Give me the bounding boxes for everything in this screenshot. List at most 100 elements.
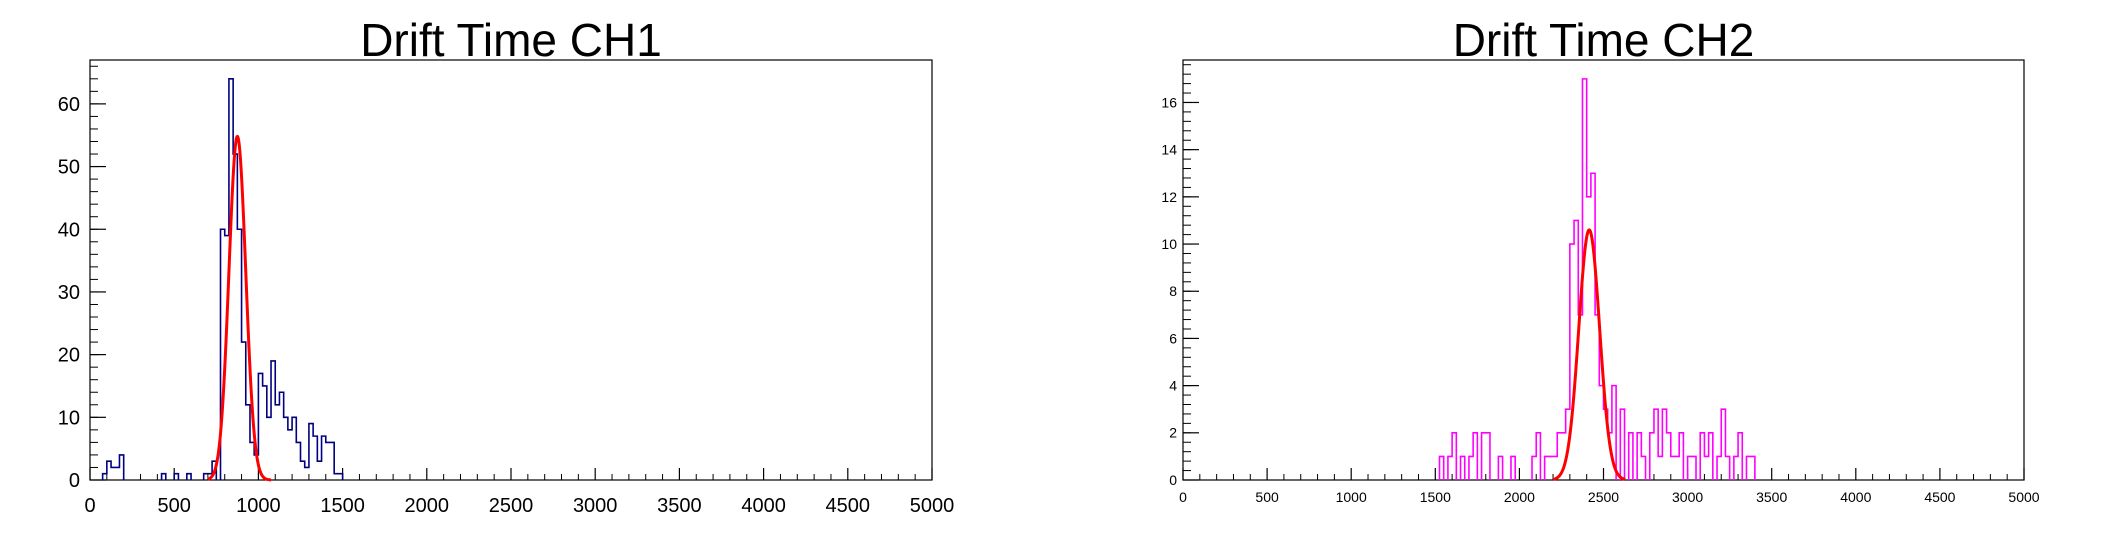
drift-time-ch2-bin [1595, 315, 1599, 480]
drift-time-ch2-bin [1498, 456, 1502, 480]
drift-time-ch1-bin [174, 474, 178, 480]
drift-time-ch2-bin [1469, 456, 1473, 480]
drift-time-ch2-bin [1688, 456, 1692, 480]
drift-time-ch1-x-tick-label: 5000 [910, 495, 955, 517]
drift-time-ch2-bin [1452, 433, 1456, 480]
drift-time-ch2-y-tick-label: 0 [1169, 472, 1177, 488]
drift-time-ch1-bin [292, 417, 296, 480]
drift-time-ch2-bin [1545, 456, 1549, 480]
drift-time-ch1-bin [288, 430, 292, 480]
drift-time-ch2-x-tick-label: 3500 [1756, 489, 1787, 505]
drift-time-ch1-x-tick-label: 500 [158, 495, 191, 517]
drift-time-ch2-bin [1675, 456, 1679, 480]
drift-time-ch2-x-tick-label: 4500 [1924, 489, 1955, 505]
drift-time-ch2-bin [1650, 433, 1654, 480]
drift-time-ch2-x-tick-label: 500 [1255, 489, 1279, 505]
drift-time-ch1-y-tick-label: 10 [58, 407, 80, 429]
drift-time-ch1-bin [237, 229, 241, 480]
drift-time-ch1-bin [115, 467, 119, 480]
drift-time-ch1-bin [250, 442, 254, 480]
drift-time-ch2-bin [1746, 456, 1750, 480]
drift-time-ch1-bin [263, 386, 267, 480]
drift-time-ch1-y-tick-label: 0 [69, 470, 80, 492]
drift-time-ch1-bin [111, 467, 115, 480]
drift-time-ch1-bin [330, 442, 334, 480]
drift-time-ch2-y-tick-label: 16 [1161, 94, 1177, 110]
drift-time-ch1-histogram [101, 78, 344, 480]
drift-time-ch1-bin [103, 474, 107, 480]
drift-time-ch2-bin [1599, 386, 1603, 480]
drift-time-ch2-bin [1440, 456, 1444, 480]
drift-time-ch2-bin [1671, 456, 1675, 480]
drift-time-ch2-y-tick-label: 12 [1161, 189, 1177, 205]
drift-time-ch1-y-tick-label: 30 [58, 282, 80, 304]
drift-time-ch1-x-tick-label: 4000 [741, 495, 786, 517]
drift-time-ch1-y-tick-label: 20 [58, 345, 80, 367]
drift-time-ch1-x-tick-label: 1000 [236, 495, 281, 517]
drift-time-ch2-bin [1721, 409, 1725, 480]
drift-time-ch1-bin [162, 474, 166, 480]
drift-time-ch1-bin [322, 436, 326, 480]
drift-time-ch1-bin [317, 461, 321, 480]
drift-time-ch2-bin [1629, 433, 1633, 480]
drift-time-ch1-bin [242, 342, 246, 480]
drift-time-ch2-bin [1486, 433, 1490, 480]
drift-time-ch1-gaussian-fit [207, 134, 272, 482]
drift-time-ch2-x-tick-label: 0 [1179, 489, 1187, 505]
drift-time-ch2-bin [1751, 456, 1755, 480]
drift-time-ch1-x-tick-label: 2000 [405, 495, 450, 517]
drift-time-ch1-bin [119, 455, 123, 480]
drift-time-ch1-bin [271, 361, 275, 480]
drift-time-ch2-x-tick-label: 5000 [2008, 489, 2039, 505]
drift-time-ch1-y-tick-label: 60 [58, 94, 80, 116]
drift-time-ch1-title: Drift Time CH1 [360, 14, 662, 66]
drift-time-ch2-bin [1591, 173, 1595, 480]
drift-time-ch2-title: Drift Time CH2 [1453, 14, 1755, 66]
drift-time-ch1-bin [267, 417, 271, 480]
drift-time-ch1-x-tick-label: 0 [84, 495, 95, 517]
drift-time-ch1-bin [233, 154, 237, 480]
drift-time-ch2-bin [1700, 433, 1704, 480]
drift-time-ch1-x-tick-label: 3000 [573, 495, 618, 517]
drift-time-ch2-bin [1662, 409, 1666, 480]
drift-time-ch1-x-tick-label: 1500 [320, 495, 365, 517]
drift-time-ch2-x-tick-label: 4000 [1840, 489, 1871, 505]
drift-time-ch1-bin [305, 467, 309, 480]
drift-time-ch2-y-tick-label: 14 [1161, 142, 1177, 158]
drift-time-ch2-bin [1620, 409, 1624, 480]
drift-time-ch1-y-tick-label: 40 [58, 219, 80, 241]
drift-time-ch2-bin [1709, 433, 1713, 480]
chart-drift-time-ch2: 0 500 1000 1500 2000 2500 3000 3500 4000 4500 5000… [1161, 14, 2039, 505]
drift-time-ch2-bin [1570, 244, 1574, 480]
drift-time-ch2-bin [1482, 433, 1486, 480]
drift-time-ch2-histogram [1438, 78, 1756, 480]
drift-time-ch2-bin [1473, 433, 1477, 480]
drift-time-ch1-bin [309, 424, 313, 480]
drift-time-ch2-bin [1734, 456, 1738, 480]
drift-time-ch1-y-tick-label: 50 [58, 157, 80, 179]
drift-time-ch1-frame [89, 59, 933, 481]
drift-time-ch2-bin [1536, 433, 1540, 480]
drift-time-ch1-x-tick-label: 4500 [826, 495, 871, 517]
drift-time-ch2-bin [1511, 456, 1515, 480]
drift-time-ch2-bin [1654, 409, 1658, 480]
drift-time-ch1-bin [107, 461, 111, 480]
drift-time-ch1-bin [334, 474, 338, 480]
drift-time-ch2-bin [1549, 456, 1553, 480]
drift-time-ch2-x-tick-label: 2000 [1504, 489, 1535, 505]
drift-time-ch2-bin [1637, 433, 1641, 480]
drift-time-ch2-bin [1658, 456, 1662, 480]
drift-time-ch1-bin [326, 442, 330, 480]
drift-time-ch2-bin [1641, 456, 1645, 480]
drift-time-ch2-bin [1679, 433, 1683, 480]
drift-time-ch2-x-tick-label: 1500 [1420, 489, 1451, 505]
drift-time-ch1-bin [279, 392, 283, 480]
drift-time-ch1-bin [204, 474, 208, 480]
drift-time-ch2-bin [1692, 456, 1696, 480]
drift-time-ch2-x-tick-label: 3000 [1672, 489, 1703, 505]
drift-time-ch2-y-tick-label: 8 [1169, 283, 1177, 299]
drift-time-ch1-bin [275, 405, 279, 480]
chart-drift-time-ch1: 0 500 1000 1500 2000 2500 3000 3500 4000 4500 5000… [58, 14, 955, 517]
drift-time-ch1-x-tick-label: 3500 [657, 495, 702, 517]
drift-time-ch1-bin [296, 442, 300, 480]
